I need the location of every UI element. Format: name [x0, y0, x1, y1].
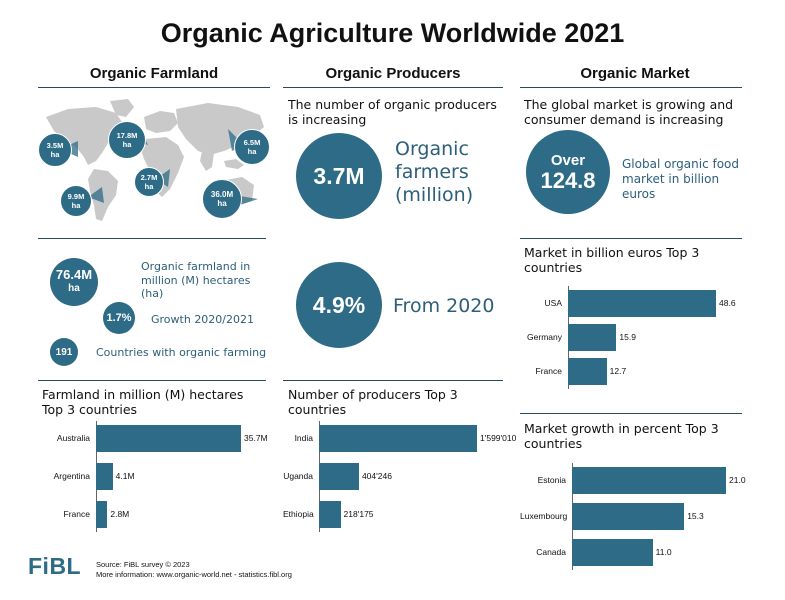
bar — [96, 425, 241, 452]
map-bubble-value: 6.5M — [243, 138, 261, 147]
divider — [520, 238, 742, 239]
divider — [38, 87, 270, 88]
map-bubble-asia: 6.5M ha — [234, 129, 270, 165]
bar-value-label: 21.0 — [729, 474, 746, 485]
bar — [319, 463, 359, 490]
bar-category-label: Germany — [527, 331, 562, 342]
fibl-logo: FiBL — [28, 553, 82, 579]
column-header-producers: Organic Producers — [325, 65, 461, 82]
bar-value-label: 4.1M — [115, 470, 135, 481]
bar-value-label: 218'175 — [343, 508, 374, 519]
map-bubble-value: 36.0M — [210, 190, 234, 199]
column-header-farmland: Organic Farmland — [89, 65, 219, 82]
column-header-market: Organic Market — [580, 65, 690, 82]
bar — [572, 539, 653, 566]
producers-subtitle: The number of organic producers is incre… — [288, 97, 497, 127]
bar — [568, 290, 716, 317]
farmland-growth-label: Growth 2020/2021 — [151, 313, 255, 326]
bar-value-label: 15.9 — [619, 331, 636, 342]
bar-value-label: 12.7 — [609, 365, 627, 376]
bar — [319, 425, 477, 452]
market-value-prefix: Over — [550, 151, 586, 169]
bar — [568, 324, 617, 351]
farmland-growth-value: 1.7% — [106, 312, 132, 324]
bar-category-label: India — [294, 432, 313, 443]
bar-value-label: 48.6 — [719, 297, 736, 308]
bar-category-label: France — [63, 508, 90, 519]
bar-value-label: 2.8M — [110, 508, 130, 519]
chart-title: Number of producers Top 3 countries — [288, 387, 458, 417]
producers-growth-value: 4.9% — [312, 291, 366, 318]
market-label: Global organic food market in billion eu… — [622, 157, 740, 201]
market-value: 124.8 — [540, 167, 596, 193]
map-bubble-value: 2.7M — [140, 173, 158, 182]
bar-category-label: Luxembourg — [520, 510, 568, 521]
page-title: Organic Agriculture Worldwide 2021 — [160, 18, 625, 48]
bar — [568, 358, 607, 385]
bar-category-label: Uganda — [283, 470, 313, 481]
divider — [520, 87, 742, 88]
divider — [283, 87, 503, 88]
source-line: More information: www.organic-world.net … — [96, 570, 292, 579]
farmland-growth-circle: 1.7% — [103, 302, 135, 334]
chart-title: Farmland in million (M) hectares Top 3 c… — [42, 387, 244, 417]
producers-farmers-circle: 3.7M — [296, 133, 382, 219]
chart-title: Market in billion euros Top 3 countries — [524, 245, 700, 275]
bar-category-label: Canada — [536, 546, 566, 557]
farmland-area-value: 76.4M — [55, 267, 93, 282]
bar-category-label: France — [535, 365, 562, 376]
map-bubble-unit: ha — [217, 199, 227, 208]
map-bubble-value: 17.8M — [116, 131, 138, 140]
bar-category-label: USA — [544, 297, 562, 308]
map-bubble-unit: ha — [247, 147, 257, 156]
map-bubble-unit: ha — [50, 150, 60, 159]
farmland-area-circle: 76.4M ha — [50, 258, 98, 306]
bar-value-label: 1'599'010 — [480, 432, 517, 443]
bar-category-label: Estonia — [537, 474, 566, 485]
bar-value-label: 15.3 — [687, 510, 704, 521]
source-text: Source: FiBL survey © 2023 More informat… — [96, 560, 292, 580]
chart-title: Market growth in percent Top 3 countries — [524, 421, 719, 451]
world-map: 3.5M ha 17.8M ha 6.5M ha 2.7M ha 9.9M ha… — [38, 95, 270, 230]
bar — [572, 467, 726, 494]
map-bubble-oceania: 36.0M ha — [202, 179, 242, 219]
divider — [520, 413, 742, 414]
map-bubble-unit: ha — [144, 182, 154, 191]
divider — [283, 380, 503, 381]
bar-category-label: Australia — [56, 432, 90, 443]
producers-farmers-value: 3.7M — [313, 162, 365, 189]
map-bubble-value: 9.9M — [67, 192, 85, 201]
bar-value-label: 35.7M — [244, 432, 268, 443]
map-bubble-unit: ha — [71, 201, 81, 210]
map-bubble-north-america: 3.5M ha — [38, 133, 72, 167]
producers-growth-label: From 2020 — [393, 295, 495, 317]
producers-farmers-label: Organic farmers (million) — [395, 138, 474, 206]
bar — [572, 503, 685, 530]
bar-category-label: Argentina — [53, 470, 90, 481]
producers-growth-circle: 4.9% — [296, 262, 382, 348]
countries-circle: 191 — [50, 338, 78, 366]
bar-value-label: 404'246 — [361, 470, 392, 481]
map-bubble-value: 3.5M — [46, 141, 64, 150]
market-value-circle: Over 124.8 — [526, 130, 610, 214]
map-bubble-unit: ha — [122, 140, 132, 149]
source-line: Source: FiBL survey © 2023 — [96, 560, 190, 569]
countries-label: Countries with organic farming — [96, 346, 267, 359]
farmland-area-unit: ha — [68, 283, 80, 294]
map-bubble-latin-america: 9.9M ha — [60, 185, 92, 217]
bar — [319, 501, 341, 528]
map-bubble-africa: 2.7M ha — [134, 167, 164, 197]
map-bubble-europe: 17.8M ha — [108, 121, 146, 159]
divider — [38, 380, 266, 381]
countries-value: 191 — [55, 346, 73, 358]
farmland-area-label: Organic farmland in million (M) hectares… — [141, 260, 251, 300]
divider — [38, 238, 266, 239]
bar-category-label: Ethiopia — [283, 508, 314, 519]
bar — [96, 501, 108, 528]
market-subtitle: The global market is growing and consume… — [524, 97, 734, 127]
bar — [96, 463, 113, 490]
bar-value-label: 11.0 — [655, 546, 672, 557]
